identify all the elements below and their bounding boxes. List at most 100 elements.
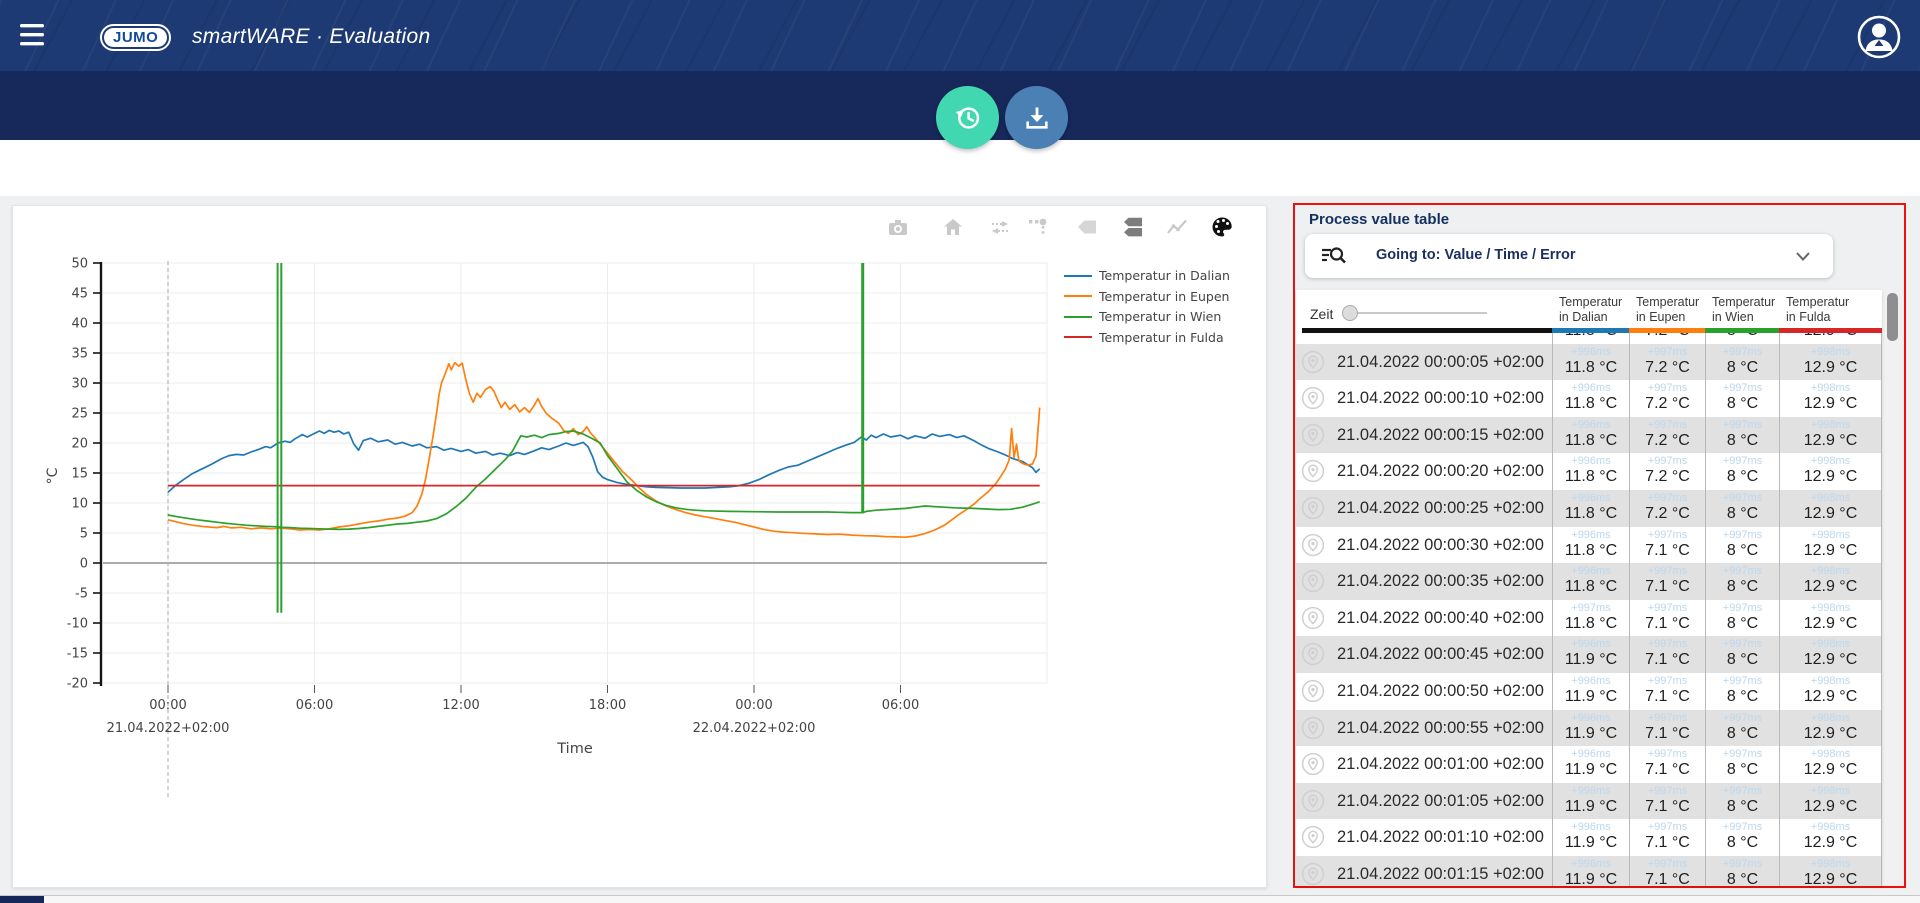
temperature-value: 11.8 °C — [1564, 541, 1618, 559]
table-row[interactable]: 21.04.2022 00:00:25 +02:00 +996ms 11.8 °C… — [1296, 489, 1882, 527]
legend-item-2[interactable]: Temperatur in Eupen — [1064, 289, 1230, 304]
table-row[interactable]: 21.04.2022 00:00:05 +02:00 +996ms 11.8 °C… — [1296, 343, 1882, 381]
ms-offset: +997ms — [1722, 345, 1763, 358]
location-pin-icon — [1301, 570, 1325, 593]
temperature-value: 11.9 °C — [1564, 834, 1618, 852]
value-cell: +998ms 12.9 °C — [1779, 819, 1882, 856]
table-row[interactable]: 21.04.2022 00:01:05 +02:00 +996ms 11.9 °C… — [1296, 782, 1882, 820]
ms-offset: +997ms — [1722, 711, 1763, 724]
temperature-value: 11.9 °C — [1564, 761, 1618, 779]
value-cell: +998ms 12.9 °C — [1779, 563, 1882, 600]
ms-offset: +997ms — [1722, 821, 1763, 834]
ms-offset: +998ms — [1810, 418, 1851, 431]
table-row[interactable]: 21.04.2022 00:00:55 +02:00 +996ms 11.9 °C… — [1296, 709, 1882, 747]
legend-label: Temperatur in Fulda — [1099, 329, 1224, 345]
time-cell: 21.04.2022 00:00:50 +02:00 — [1296, 673, 1552, 710]
table-body: +996ms 11.8 °C +997ms 7.2 °C +997ms 8 °C +9… — [1296, 333, 1882, 886]
time-slider-handle[interactable] — [1342, 305, 1358, 321]
value-cell: +996ms 11.8 °C — [1552, 380, 1629, 417]
going-to-dropdown[interactable]: Going to: Value / Time / Error — [1305, 234, 1833, 278]
chart-plot-area[interactable]: -20 -15 -10 -5 0 5 10 15 20 25 30 35 40 … — [13, 206, 1264, 885]
table-row[interactable]: 21.04.2022 00:00:20 +02:00 +996ms 11.8 °C… — [1296, 453, 1882, 490]
temperature-value: 12.9 °C — [1803, 578, 1858, 596]
table-row[interactable]: 21.04.2022 00:01:00 +02:00 +996ms 11.9 °C… — [1296, 746, 1882, 783]
ms-offset: +997ms — [1722, 674, 1763, 687]
value-cell: +997ms 7.2 °C — [1629, 333, 1705, 344]
table-row[interactable]: 21.04.2022 00:01:15 +02:00 +996ms 11.9 °C… — [1296, 855, 1882, 886]
modebar-camera-icon[interactable] — [887, 216, 911, 240]
value-cell: +997ms 11.8 °C — [1552, 599, 1629, 637]
temperature-value: 7.2 °C — [1630, 333, 1705, 340]
table-row-partial[interactable]: +996ms 11.8 °C+997ms 7.2 °C+997ms 8 °C+9… — [1296, 333, 1882, 344]
svg-text:45: 45 — [71, 287, 88, 302]
location-pin-icon — [1301, 533, 1325, 556]
value-cell: +997ms 7.1 °C — [1629, 746, 1705, 783]
svg-text:°C: °C — [45, 467, 61, 484]
modebar-line-icon[interactable] — [1166, 216, 1190, 240]
temperature-value: 11.9 °C — [1564, 870, 1618, 886]
value-cell: +997ms 7.1 °C — [1629, 782, 1705, 820]
temperature-value: 11.8 °C — [1564, 468, 1618, 486]
value-cell: +998ms 12.9 °C — [1779, 489, 1882, 527]
location-pin-icon — [1301, 862, 1325, 886]
modebar-pan-icon[interactable] — [989, 216, 1013, 240]
table-row[interactable]: 21.04.2022 00:00:10 +02:00 +996ms 11.8 °C… — [1296, 380, 1882, 417]
modebar-palette-icon[interactable] — [1211, 216, 1235, 240]
table-row[interactable]: 21.04.2022 00:00:40 +02:00 +997ms 11.8 °C… — [1296, 599, 1882, 637]
download-button[interactable] — [1005, 86, 1068, 149]
modebar-home-icon[interactable] — [942, 216, 966, 240]
history-button[interactable] — [936, 86, 999, 149]
location-pin-icon — [1301, 752, 1325, 776]
table-row[interactable]: 21.04.2022 00:00:45 +02:00 +996ms 11.9 °C… — [1296, 636, 1882, 673]
table-row[interactable]: 21.04.2022 00:00:30 +02:00 +996ms 11.8 °C… — [1296, 526, 1882, 564]
modebar-select-marker-icon[interactable] — [1027, 216, 1051, 240]
temperature-value: 7.1 °C — [1645, 761, 1690, 779]
temperature-value: 11.9 °C — [1564, 724, 1618, 742]
timestamp: 21.04.2022 00:01:10 +02:00 — [1337, 828, 1544, 847]
svg-text:30: 30 — [71, 377, 88, 392]
legend-item-1[interactable]: Temperatur in Dalian — [1064, 268, 1230, 283]
modebar-tags-icon[interactable] — [1122, 216, 1146, 240]
ms-offset: +997ms — [1647, 857, 1688, 870]
ms-offset: +997ms — [1571, 601, 1611, 614]
value-cell: +997ms 7.1 °C — [1629, 819, 1705, 856]
hamburger-menu-icon[interactable] — [20, 24, 45, 47]
table-row[interactable]: 21.04.2022 00:00:15 +02:00 +996ms 11.8 °C… — [1296, 416, 1882, 454]
table-row[interactable]: 21.04.2022 00:00:35 +02:00 +996ms 11.8 °C… — [1296, 563, 1882, 600]
legend-item-4[interactable]: Temperatur in Fulda — [1064, 330, 1230, 345]
modebar-tag-icon[interactable] — [1076, 216, 1100, 240]
timestamp: 21.04.2022 00:00:55 +02:00 — [1337, 718, 1544, 737]
time-cell: 21.04.2022 00:00:20 +02:00 — [1296, 453, 1552, 490]
temperature-value: 11.8 °C — [1564, 504, 1618, 522]
column-color-bar — [1705, 328, 1779, 333]
ms-offset: +996ms — [1571, 784, 1611, 797]
table-scrollbar-thumb[interactable] — [1886, 293, 1898, 341]
location-pin-icon — [1301, 789, 1325, 812]
user-avatar-icon[interactable] — [1856, 14, 1902, 60]
timestamp: 21.04.2022 00:00:10 +02:00 — [1337, 389, 1544, 408]
legend-item-3[interactable]: Temperatur in Wien — [1064, 309, 1230, 324]
tabs-row: Process value table Events ⋮ — [0, 140, 1920, 323]
value-cell: +997ms 8 °C — [1705, 380, 1779, 417]
value-cell: +996ms 11.9 °C — [1552, 636, 1629, 673]
ms-offset: +997ms — [1647, 784, 1688, 797]
ms-offset: +997ms — [1722, 601, 1763, 614]
table-row[interactable]: 21.04.2022 00:01:10 +02:00 +996ms 11.9 °C… — [1296, 819, 1882, 856]
timestamp: 21.04.2022 00:01:05 +02:00 — [1337, 791, 1544, 810]
column-color-bar — [1629, 328, 1705, 333]
svg-text:40: 40 — [71, 317, 88, 332]
ms-offset: +998ms — [1810, 784, 1851, 797]
ms-offset: +996ms — [1571, 418, 1611, 431]
download-icon — [1025, 107, 1048, 129]
location-pin-icon — [1301, 387, 1325, 410]
page-hscrollbar-thumb[interactable] — [0, 896, 44, 903]
svg-text:-20: -20 — [67, 677, 88, 692]
value-cell: +997ms 7.1 °C — [1629, 636, 1705, 673]
value-cell: +998ms 12.9 °C — [1779, 855, 1882, 886]
process-value-table-panel: Process value table Going to: Value / Ti… — [1293, 203, 1906, 888]
table-row[interactable]: 21.04.2022 00:00:50 +02:00 +996ms 11.9 °C… — [1296, 672, 1882, 710]
jumo-logo[interactable]: JUMO — [100, 24, 172, 51]
legend-label: Temperatur in Eupen — [1099, 288, 1230, 304]
column-color-bar — [1779, 328, 1882, 333]
